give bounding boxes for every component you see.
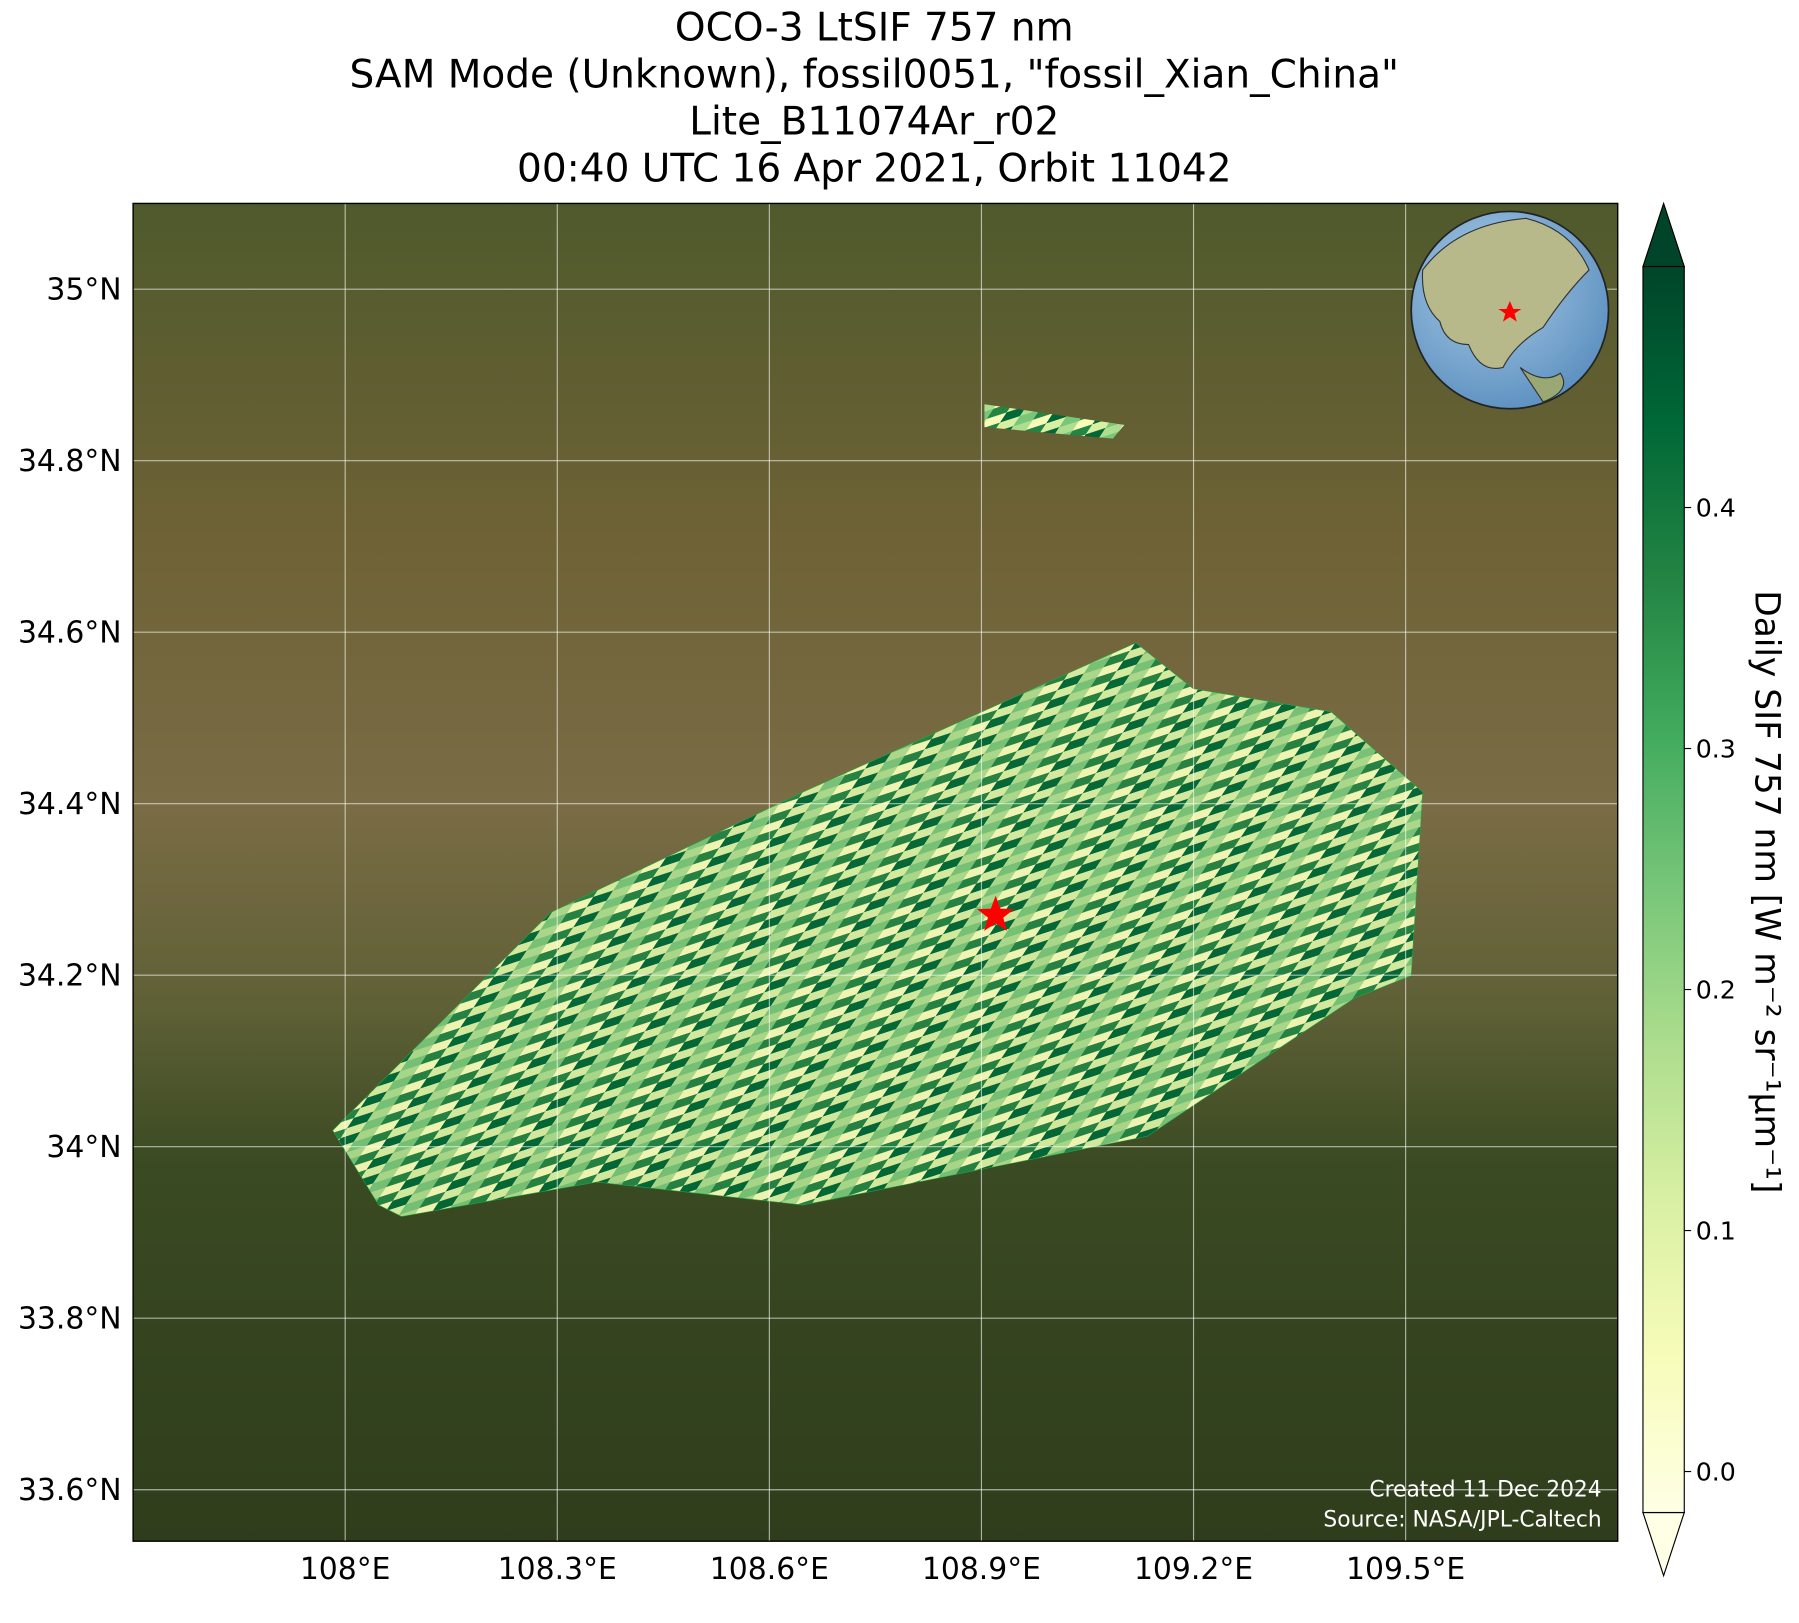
gridlines <box>133 203 1618 1542</box>
chart-title: 00:40 UTC 16 Apr 2021, Orbit 11042 <box>517 147 1232 192</box>
x-tick-label: 108.6°E <box>710 1552 829 1587</box>
x-tick-label: 109.2°E <box>1134 1552 1253 1587</box>
colorbar-tick-label: 0.0 <box>1696 1458 1736 1487</box>
chart-title: SAM Mode (Unknown), fossil0051, "fossil_… <box>350 53 1399 98</box>
colorbar-extend-max <box>1642 201 1686 268</box>
y-tick-label: 34.6°N <box>18 616 122 651</box>
land <box>1519 367 1565 403</box>
colorbar-tick-label: 0.1 <box>1696 1217 1736 1246</box>
y-tick-label: 34.8°N <box>18 444 122 479</box>
globe-star <box>1498 300 1522 322</box>
y-tick-label: 34.2°N <box>18 959 122 994</box>
colorbar: 0.0 0.1 0.2 0.3 0.4 <box>1642 201 1736 1578</box>
y-tick-label: 33.8°N <box>18 1302 122 1337</box>
credit: Source: NASA/JPL-Caltech <box>1323 1507 1601 1532</box>
colorbar-body <box>1642 265 1685 1514</box>
colorbar-tick-label: 0.3 <box>1696 735 1736 764</box>
globe-inset <box>1410 210 1610 410</box>
colorbar-tick-label: 0.4 <box>1696 494 1736 523</box>
colorbar-tick-label: 0.2 <box>1696 976 1736 1005</box>
y-tick-label: 35°N <box>46 273 121 308</box>
x-tick-label: 108.3°E <box>498 1552 617 1587</box>
x-tick-label: 108.9°E <box>922 1552 1041 1587</box>
sif-swath <box>984 404 1125 439</box>
y-tick-label: 34.4°N <box>18 787 122 822</box>
x-tick-label: 108°E <box>300 1552 391 1587</box>
x-tick-label: 109.5°E <box>1346 1552 1465 1587</box>
target-marker <box>977 895 1015 931</box>
y-tick-label: 33.6°N <box>18 1473 122 1508</box>
land <box>1421 217 1590 369</box>
credit: Created 11 Dec 2024 <box>1369 1477 1601 1502</box>
titles: OCO-3 LtSIF 757 nm SAM Mode (Unknown), f… <box>350 6 1399 192</box>
colorbar-extend-min <box>1642 1511 1686 1578</box>
chart-title: Lite_B11074Ar_r02 <box>689 100 1059 145</box>
colorbar-label: Daily SIF 757 nm [W m⁻² sr⁻¹μm⁻¹] <box>1746 590 1786 1193</box>
chart-title: OCO-3 LtSIF 757 nm <box>675 6 1074 51</box>
y-tick-label: 34°N <box>46 1130 121 1165</box>
map-frame <box>132 202 1619 1542</box>
